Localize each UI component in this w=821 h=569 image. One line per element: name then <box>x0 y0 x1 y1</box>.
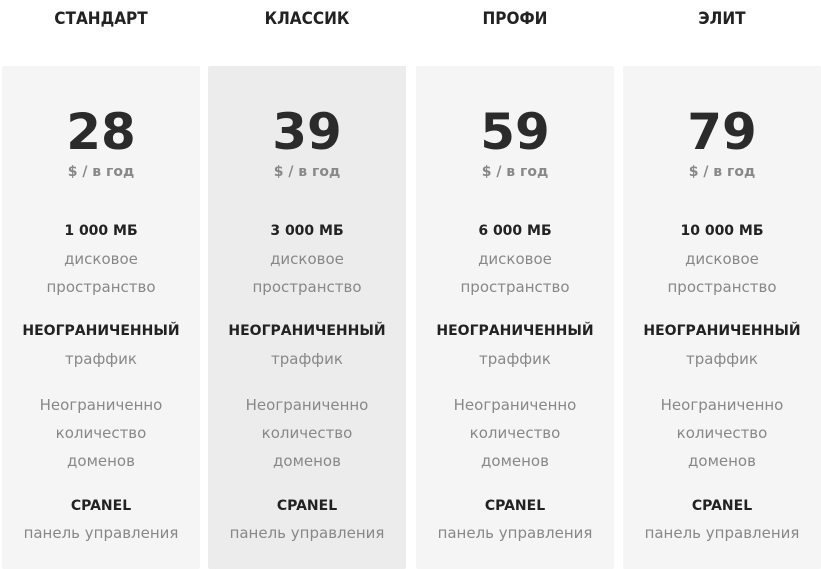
domains-label: количество <box>676 424 768 442</box>
domains-label: доменов <box>273 452 341 470</box>
panel-label: панель управления <box>229 524 385 542</box>
domains-label: Неограниченно <box>453 396 577 414</box>
traffic-label: траффик <box>65 350 137 368</box>
disk-label: дисковое <box>478 250 552 268</box>
price-unit: $ / в год <box>688 164 756 180</box>
disk-label: пространство <box>667 278 777 296</box>
disk-label: дисковое <box>64 250 138 268</box>
domains-label: Неограниченно <box>39 396 163 414</box>
plan-price: 79 <box>687 103 757 161</box>
domains-label: количество <box>55 424 147 442</box>
plan-title: ЭЛИТ <box>698 9 746 29</box>
panel-label: панель управления <box>23 524 179 542</box>
traffic-value: НЕОГРАНИЧЕННЫЙ <box>228 323 386 339</box>
traffic-value: НЕОГРАНИЧЕННЫЙ <box>22 323 180 339</box>
panel-value: CPANEL <box>691 498 753 514</box>
disk-label: пространство <box>46 278 156 296</box>
domains-label: Неограниченно <box>245 396 369 414</box>
plan-card[interactable]: 59 $ / в год 6 000 МБ дисковое пространство… <box>416 66 614 569</box>
disk-value: 6 000 МБ <box>478 223 552 239</box>
panel-value: CPANEL <box>276 498 338 514</box>
plan-title: СТАНДАРТ <box>54 9 148 29</box>
disk-label: дисковое <box>270 250 344 268</box>
price-unit: $ / в год <box>273 164 341 180</box>
traffic-label: траффик <box>686 350 758 368</box>
disk-label: пространство <box>252 278 362 296</box>
plan-column: КЛАССИК 39 $ / в год 3 000 МБ дисковое прос… <box>208 0 406 569</box>
plan-card[interactable]: 28 $ / в год 1 000 МБ дисковое пространство… <box>2 66 200 569</box>
disk-label: пространство <box>460 278 570 296</box>
plan-price: 39 <box>272 103 342 161</box>
disk-label: дисковое <box>685 250 759 268</box>
traffic-value: НЕОГРАНИЧЕННЫЙ <box>436 323 594 339</box>
panel-label: панель управления <box>437 524 593 542</box>
domains-label: доменов <box>481 452 549 470</box>
plan-column: ПРОФИ 59 $ / в год 6 000 МБ дисковое простр… <box>416 0 614 569</box>
panel-value: CPANEL <box>70 498 132 514</box>
disk-value: 1 000 МБ <box>64 223 138 239</box>
plan-title: ПРОФИ <box>482 9 548 29</box>
disk-value: 3 000 МБ <box>270 223 344 239</box>
price-unit: $ / в год <box>67 164 135 180</box>
domains-label: количество <box>469 424 561 442</box>
disk-value: 10 000 МБ <box>680 223 764 239</box>
plan-price: 28 <box>66 103 136 161</box>
domains-label: Неограниченно <box>660 396 784 414</box>
price-unit: $ / в год <box>481 164 549 180</box>
traffic-label: траффик <box>479 350 551 368</box>
plan-card[interactable]: 79 $ / в год 10 000 МБ дисковое пространств… <box>623 66 821 569</box>
domains-label: доменов <box>67 452 135 470</box>
traffic-value: НЕОГРАНИЧЕННЫЙ <box>643 323 801 339</box>
plan-title: КЛАССИК <box>264 9 350 29</box>
panel-value: CPANEL <box>484 498 546 514</box>
panel-label: панель управления <box>644 524 800 542</box>
traffic-label: траффик <box>271 350 343 368</box>
plan-column: ЭЛИТ 79 $ / в год 10 000 МБ дисковое простр… <box>623 0 821 569</box>
domains-label: количество <box>261 424 353 442</box>
plan-card[interactable]: 39 $ / в год 3 000 МБ дисковое пространство… <box>208 66 406 569</box>
domains-label: доменов <box>688 452 756 470</box>
plan-column: СТАНДАРТ 28 $ / в год 1 000 МБ дисковое про… <box>2 0 200 569</box>
plan-price: 59 <box>480 103 550 161</box>
